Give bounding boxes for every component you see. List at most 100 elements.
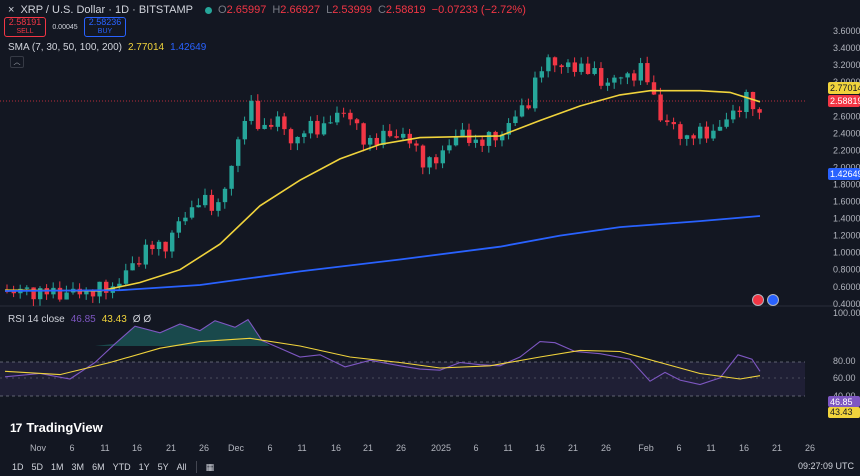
candle-body (269, 124, 274, 127)
candle-body (368, 137, 373, 145)
time-axis-tick: 16 (535, 443, 545, 453)
price-axis-tick: 2.40000 (833, 128, 860, 138)
candle-body (651, 82, 657, 95)
time-axis-tick: 21 (363, 443, 373, 453)
candle-body (170, 232, 175, 252)
buy-button[interactable]: 2.58236 BUY (84, 17, 126, 37)
candle-body (579, 63, 584, 72)
candle-body (262, 124, 267, 129)
candle-body (183, 217, 188, 222)
sma-name: SMA (7, 30, 50, 100, 200) (8, 42, 122, 53)
sma200-price-tag: 1.42649 (828, 168, 860, 180)
candle-body (506, 123, 511, 135)
event-flag-icon[interactable] (767, 294, 779, 306)
candle-body (731, 110, 736, 120)
candle-body (97, 281, 102, 297)
sma-value-2: 1.42649 (170, 42, 207, 53)
sell-button[interactable]: 2.58191 SELL (4, 17, 46, 37)
buy-price: 2.58236 (88, 17, 122, 27)
candle-body (123, 270, 129, 284)
candle-body (585, 63, 591, 74)
range-1y[interactable]: 1Y (138, 462, 150, 472)
ohlc-values: O2.65997 H2.66927 L2.53999 C2.58819 −0.0… (218, 4, 526, 16)
rsi-line (4, 318, 761, 386)
candle-body (513, 116, 518, 124)
candle-body (328, 122, 333, 124)
symbol-title[interactable]: XRP / U.S. Dollar · 1D · BITSTAMP (20, 4, 194, 16)
open-value: 2.65997 (226, 4, 267, 16)
candle-body (176, 221, 181, 233)
rsi-axis-tick: 80.00 (833, 356, 856, 366)
candle-body (724, 119, 729, 127)
candle-body (196, 205, 201, 208)
price-axis-tick: 1.20000 (833, 231, 860, 241)
candle-body (559, 65, 564, 68)
candle-body (11, 291, 16, 294)
range-5d[interactable]: 5D (31, 462, 44, 472)
toolbar-divider (195, 461, 197, 473)
candle-body (335, 112, 340, 123)
price-axis-tick: 0.40000 (833, 299, 860, 309)
range-5y[interactable]: 5Y (157, 462, 169, 472)
candle-body (592, 68, 597, 74)
candle-body (671, 122, 676, 125)
time-axis-tick: 2025 (431, 443, 451, 453)
candle-body (744, 91, 749, 113)
price-axis-tick: 2.20000 (833, 145, 860, 155)
candle-body (255, 100, 261, 129)
tradingview-logo[interactable]: 17 TradingView (10, 420, 103, 435)
rsi-name: RSI 14 close (8, 314, 65, 325)
tradingview-logo-icon: 17 (10, 420, 22, 435)
sma-legend[interactable]: SMA (7, 30, 50, 100, 200) 2.77014 1.4264… (8, 42, 206, 53)
chevron-up-icon[interactable]: ︿ (10, 56, 24, 68)
candle-body (552, 57, 558, 66)
candle-body (684, 135, 690, 139)
candle-body (632, 73, 637, 81)
candle-body (401, 133, 406, 138)
last-price-tag: 2.58819 (828, 95, 860, 107)
candle-body (315, 120, 320, 135)
goto-date-icon[interactable]: ▦ (205, 461, 215, 472)
event-markers[interactable] (752, 294, 779, 306)
candle-body (374, 137, 379, 145)
candle-body (698, 126, 703, 139)
candle-body (38, 288, 43, 300)
candle-body (757, 109, 762, 113)
candle-body (64, 292, 69, 300)
clock: 09:27:09 UTC (797, 461, 854, 471)
price-axis-tick: 3.20000 (833, 60, 860, 70)
candle-body (658, 94, 663, 121)
range-1d[interactable]: 1D (12, 462, 24, 472)
price-axis[interactable]: 3.600003.400003.200003.000002.800002.600… (833, 26, 860, 309)
candle-body (90, 291, 96, 297)
range-all[interactable]: All (176, 462, 187, 472)
us-flag-icon[interactable] (752, 294, 764, 306)
range-3m[interactable]: 3M (71, 462, 85, 472)
range-1m[interactable]: 1M (51, 462, 64, 472)
candle-body (420, 145, 426, 168)
candle-body (533, 77, 538, 109)
close-icon[interactable]: × (8, 4, 15, 16)
range-6m[interactable]: 6M (92, 462, 105, 472)
time-axis-tick: 26 (601, 443, 611, 453)
rsi-legend[interactable]: RSI 14 close 46.85 43.43 Ø Ø (8, 314, 151, 325)
candle-body (361, 123, 366, 145)
time-axis-tick: 16 (331, 443, 341, 453)
time-axis[interactable]: Nov 6 11 16 21 26 Dec 6 11 16 21 26 2025 6 11 16 21 26 Feb… (30, 443, 815, 453)
time-axis-tick: Dec (228, 443, 245, 453)
low-value: 2.53999 (332, 4, 372, 16)
price-chart[interactable]: 3.600003.400003.200003.000002.800002.600… (0, 0, 860, 458)
candle-body (302, 133, 307, 137)
range-ytd[interactable]: YTD (112, 462, 131, 472)
trade-buttons: 2.58191 SELL 0.00045 2.58236 BUY (4, 17, 126, 37)
high-value: 2.66927 (280, 4, 321, 16)
candle-body (526, 105, 531, 109)
symbol-legend: × XRP / U.S. Dollar · 1D · BITSTAMP O2.6… (8, 4, 526, 16)
time-axis-tick: 26 (805, 443, 815, 453)
low-key: L (326, 4, 333, 16)
candle-body (57, 287, 63, 300)
time-axis-tick: 6 (267, 443, 272, 453)
